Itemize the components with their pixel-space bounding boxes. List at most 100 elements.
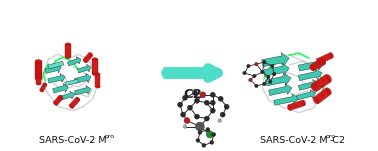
Polygon shape xyxy=(65,79,78,86)
Polygon shape xyxy=(266,73,291,86)
Polygon shape xyxy=(311,74,331,92)
Ellipse shape xyxy=(313,98,319,104)
Circle shape xyxy=(273,72,276,76)
Polygon shape xyxy=(74,73,91,83)
Polygon shape xyxy=(298,69,322,81)
Polygon shape xyxy=(269,84,292,95)
Ellipse shape xyxy=(310,65,314,71)
Ellipse shape xyxy=(89,52,93,56)
Ellipse shape xyxy=(69,105,73,108)
Polygon shape xyxy=(69,97,80,108)
Ellipse shape xyxy=(311,84,317,92)
Ellipse shape xyxy=(53,102,57,105)
Circle shape xyxy=(195,122,204,131)
Polygon shape xyxy=(274,94,299,105)
Ellipse shape xyxy=(322,58,326,64)
Circle shape xyxy=(187,105,192,110)
Circle shape xyxy=(255,62,258,66)
Circle shape xyxy=(268,80,272,84)
Polygon shape xyxy=(45,63,61,73)
Circle shape xyxy=(255,84,258,88)
Circle shape xyxy=(196,138,200,142)
Ellipse shape xyxy=(92,72,98,76)
Circle shape xyxy=(224,104,229,109)
Polygon shape xyxy=(58,91,75,101)
Ellipse shape xyxy=(317,59,321,64)
Circle shape xyxy=(206,131,213,138)
Ellipse shape xyxy=(330,53,333,58)
Ellipse shape xyxy=(83,59,87,63)
Circle shape xyxy=(260,70,264,74)
Polygon shape xyxy=(288,100,305,111)
Ellipse shape xyxy=(287,105,291,110)
Circle shape xyxy=(262,60,266,64)
Polygon shape xyxy=(262,53,289,67)
Circle shape xyxy=(183,95,187,100)
Text: pro: pro xyxy=(326,134,336,139)
Ellipse shape xyxy=(96,86,100,88)
Text: SARS-CoV-2 M: SARS-CoV-2 M xyxy=(39,136,107,145)
Polygon shape xyxy=(35,61,42,79)
Ellipse shape xyxy=(302,100,305,105)
Circle shape xyxy=(220,112,225,117)
Text: -C2: -C2 xyxy=(330,136,346,145)
Polygon shape xyxy=(65,44,71,57)
Circle shape xyxy=(253,74,256,78)
Ellipse shape xyxy=(65,56,71,59)
Polygon shape xyxy=(298,79,319,90)
Polygon shape xyxy=(298,59,324,71)
Circle shape xyxy=(210,100,215,105)
Circle shape xyxy=(198,130,202,134)
Ellipse shape xyxy=(40,90,43,92)
Polygon shape xyxy=(74,85,91,95)
Polygon shape xyxy=(53,84,68,93)
Ellipse shape xyxy=(35,59,42,63)
Circle shape xyxy=(249,78,252,82)
Circle shape xyxy=(204,116,209,121)
Circle shape xyxy=(266,75,270,79)
Circle shape xyxy=(204,100,209,105)
Circle shape xyxy=(247,64,250,68)
Polygon shape xyxy=(310,58,325,71)
Circle shape xyxy=(243,71,246,75)
Ellipse shape xyxy=(92,58,98,61)
Ellipse shape xyxy=(76,97,80,101)
Circle shape xyxy=(194,114,200,119)
Circle shape xyxy=(206,127,210,132)
Circle shape xyxy=(218,96,223,101)
Polygon shape xyxy=(53,95,63,105)
Circle shape xyxy=(181,112,186,117)
Circle shape xyxy=(183,125,187,128)
Circle shape xyxy=(210,92,215,97)
Circle shape xyxy=(218,119,222,122)
Circle shape xyxy=(200,92,206,98)
Polygon shape xyxy=(318,53,333,64)
Polygon shape xyxy=(48,61,64,69)
Ellipse shape xyxy=(326,74,332,82)
Ellipse shape xyxy=(326,88,332,94)
Circle shape xyxy=(270,64,274,68)
Circle shape xyxy=(194,98,200,103)
Ellipse shape xyxy=(36,63,40,65)
Polygon shape xyxy=(95,74,100,87)
Ellipse shape xyxy=(44,83,47,85)
Circle shape xyxy=(192,90,197,95)
Polygon shape xyxy=(92,59,98,74)
Circle shape xyxy=(178,102,183,107)
Text: SARS-CoV-2 M: SARS-CoV-2 M xyxy=(260,136,328,145)
Ellipse shape xyxy=(96,73,100,75)
Ellipse shape xyxy=(36,83,40,85)
Polygon shape xyxy=(83,53,93,63)
Circle shape xyxy=(210,108,215,113)
Ellipse shape xyxy=(65,43,71,46)
Polygon shape xyxy=(40,83,47,92)
Text: C2: C2 xyxy=(184,88,202,101)
Polygon shape xyxy=(264,63,289,76)
Circle shape xyxy=(202,143,206,147)
Text: pro: pro xyxy=(105,134,115,139)
Polygon shape xyxy=(296,90,316,100)
Polygon shape xyxy=(67,57,81,66)
Ellipse shape xyxy=(35,77,42,81)
Circle shape xyxy=(184,118,190,124)
Polygon shape xyxy=(48,74,65,83)
